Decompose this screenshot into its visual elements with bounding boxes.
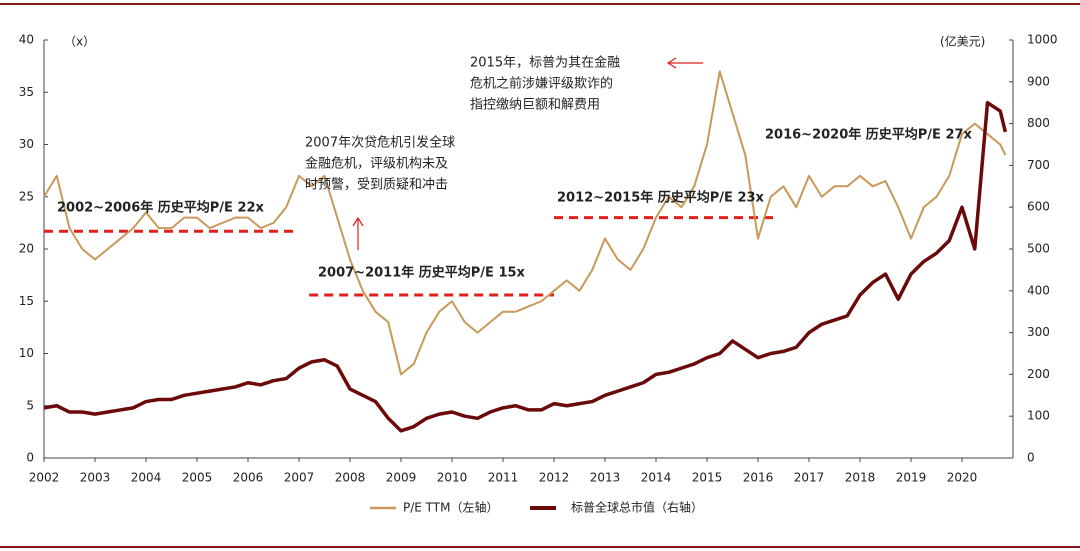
y2-tick-label: 0 xyxy=(1027,451,1035,465)
y2-tick-label: 300 xyxy=(1027,325,1050,339)
data-line xyxy=(43,100,1008,433)
x-tick-label: 2005 xyxy=(182,471,213,485)
y2-tick-label: 700 xyxy=(1027,158,1050,172)
x-tick-label: 2018 xyxy=(845,471,876,485)
x-tick-label: 2019 xyxy=(896,471,927,485)
x-tick-label: 2015 xyxy=(692,471,723,485)
x-tick-label: 2009 xyxy=(386,471,417,485)
annotation: 指控缴纳巨额和解费用 xyxy=(470,98,600,113)
x-tick-label: 2008 xyxy=(335,471,366,485)
y2-tick-label: 400 xyxy=(1027,283,1050,297)
annotation: 危机之前涉嫌评级欺诈的 xyxy=(470,76,613,92)
y2-tick-label: 1000 xyxy=(1027,33,1058,47)
y-tick-label: 20 xyxy=(19,242,34,256)
x-tick-label: 2006 xyxy=(233,471,264,485)
y2-tick-label: 600 xyxy=(1027,200,1050,214)
y2-tick-label: 800 xyxy=(1027,116,1050,130)
x-tick-label: 2013 xyxy=(590,471,621,485)
y2-unit: (亿美元) xyxy=(940,34,985,49)
annotation: 金融危机，评级机构未及 xyxy=(305,156,448,172)
legend-label: P/E TTM（左轴） xyxy=(403,500,498,515)
y-tick-label: 15 xyxy=(19,294,34,308)
x-tick-label: 2003 xyxy=(80,471,111,485)
x-tick-label: 2016 xyxy=(743,471,774,485)
annotation: 2007年次贷危机引发全球 xyxy=(305,135,455,151)
y-tick-label: 40 xyxy=(19,33,34,47)
y2-tick-label: 500 xyxy=(1027,242,1050,256)
annotation: 2007~2011年 历史平均P/E 15x xyxy=(318,265,526,281)
x-tick-label: 2002 xyxy=(29,471,60,485)
x-tick-label: 2017 xyxy=(794,471,825,485)
annotation: 2012~2015年 历史平均P/E 23x xyxy=(557,190,765,206)
x-tick-label: 2020 xyxy=(947,471,978,485)
y-tick-label: 10 xyxy=(19,346,34,360)
y-tick-label: 5 xyxy=(26,398,34,412)
y2-tick-label: 200 xyxy=(1027,367,1050,381)
y2-tick-label: 100 xyxy=(1027,409,1050,423)
x-tick-label: 2012 xyxy=(539,471,570,485)
annotation: 2015年，标普为其在金融 xyxy=(470,55,620,71)
y-unit: （x） xyxy=(64,35,95,49)
y-tick-label: 35 xyxy=(19,85,34,99)
x-tick-label: 2004 xyxy=(131,471,162,485)
annotation: 时预警，受到质疑和冲击 xyxy=(305,177,448,193)
x-tick-label: 2014 xyxy=(641,471,672,485)
annotation: 2002~2006年 历史平均P/E 22x xyxy=(57,200,265,216)
y-tick-label: 30 xyxy=(19,137,34,151)
annotation: 2016~2020年 历史平均P/E 27x xyxy=(765,127,973,143)
x-tick-label: 2011 xyxy=(488,471,519,485)
x-tick-label: 2007 xyxy=(284,471,315,485)
arrow xyxy=(352,57,703,250)
legend-label: 标普全球总市值（右轴） xyxy=(571,500,703,515)
y2-tick-label: 900 xyxy=(1027,74,1050,88)
x-tick-label: 2010 xyxy=(437,471,468,485)
y-tick-label: 0 xyxy=(26,451,34,465)
data-line xyxy=(43,70,1007,376)
y-tick-label: 25 xyxy=(19,189,34,203)
